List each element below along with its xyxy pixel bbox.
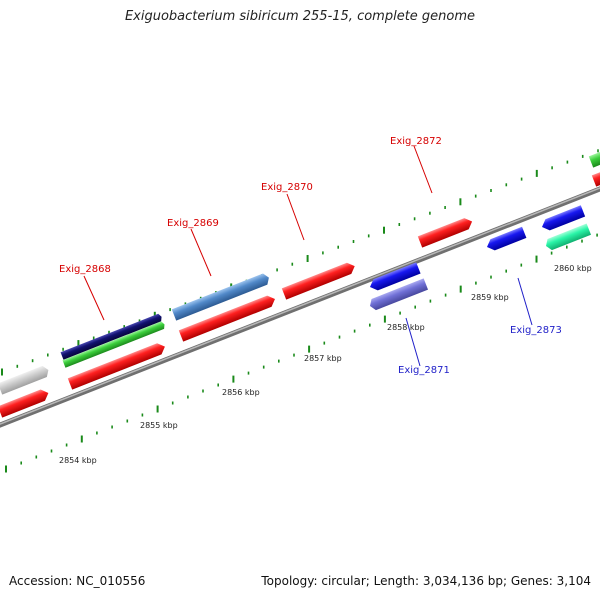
ruler-label: 2860 kbp — [554, 264, 592, 273]
gene-labels: Exig_2868 Exig_2869 Exig_2870 Exig_2872 … — [59, 136, 562, 376]
gene-label-exig-2871[interactable]: Exig_2871 — [398, 365, 450, 376]
label-leaders — [83, 145, 533, 367]
cds-arrow[interactable] — [417, 216, 475, 248]
cds-arrow[interactable] — [62, 321, 166, 368]
gene-label-exig-2873[interactable]: Exig_2873 — [510, 325, 562, 336]
ruler-label: 2857 kbp — [304, 354, 342, 363]
genome-summary-text: Topology: circular; Length: 3,034,136 bp… — [261, 574, 591, 588]
ruler-labels: 2854 kbp 2855 kbp 2856 kbp 2857 kbp 2858… — [59, 264, 592, 465]
cds-arrow[interactable] — [368, 262, 421, 292]
cds-arrow[interactable] — [368, 278, 429, 311]
gene-label-exig-2872[interactable]: Exig_2872 — [390, 136, 442, 147]
ruler-label: 2856 kbp — [222, 388, 260, 397]
ruler-ticks — [1, 149, 599, 473]
ruler-label: 2859 kbp — [471, 293, 509, 302]
cds-arrow[interactable] — [67, 341, 167, 390]
cds-arrow[interactable] — [171, 272, 271, 321]
ruler-label: 2854 kbp — [59, 456, 97, 465]
cds-arrow[interactable] — [178, 293, 277, 342]
cds-arrow[interactable] — [485, 226, 527, 253]
cds-arrow[interactable] — [0, 387, 51, 418]
map-title: Exiguobacterium sibiricum 255-15, comple… — [124, 9, 476, 24]
ruler-label: 2858 kbp — [387, 323, 425, 332]
accession-text: Accession: NC_010556 — [9, 574, 146, 588]
cds-features — [0, 143, 600, 418]
genome-backbone — [0, 186, 600, 428]
cds-arrow[interactable] — [540, 205, 586, 232]
cds-arrow[interactable] — [0, 364, 51, 395]
gene-label-exig-2870[interactable]: Exig_2870 — [261, 182, 313, 193]
cds-arrow[interactable] — [281, 261, 357, 300]
cds-arrow[interactable] — [588, 143, 600, 168]
gene-label-exig-2869[interactable]: Exig_2869 — [167, 218, 219, 229]
cds-arrow[interactable] — [544, 223, 591, 252]
ruler-label: 2855 kbp — [140, 421, 178, 430]
cds-arrow[interactable] — [60, 313, 163, 360]
gene-label-exig-2868[interactable]: Exig_2868 — [59, 264, 111, 275]
